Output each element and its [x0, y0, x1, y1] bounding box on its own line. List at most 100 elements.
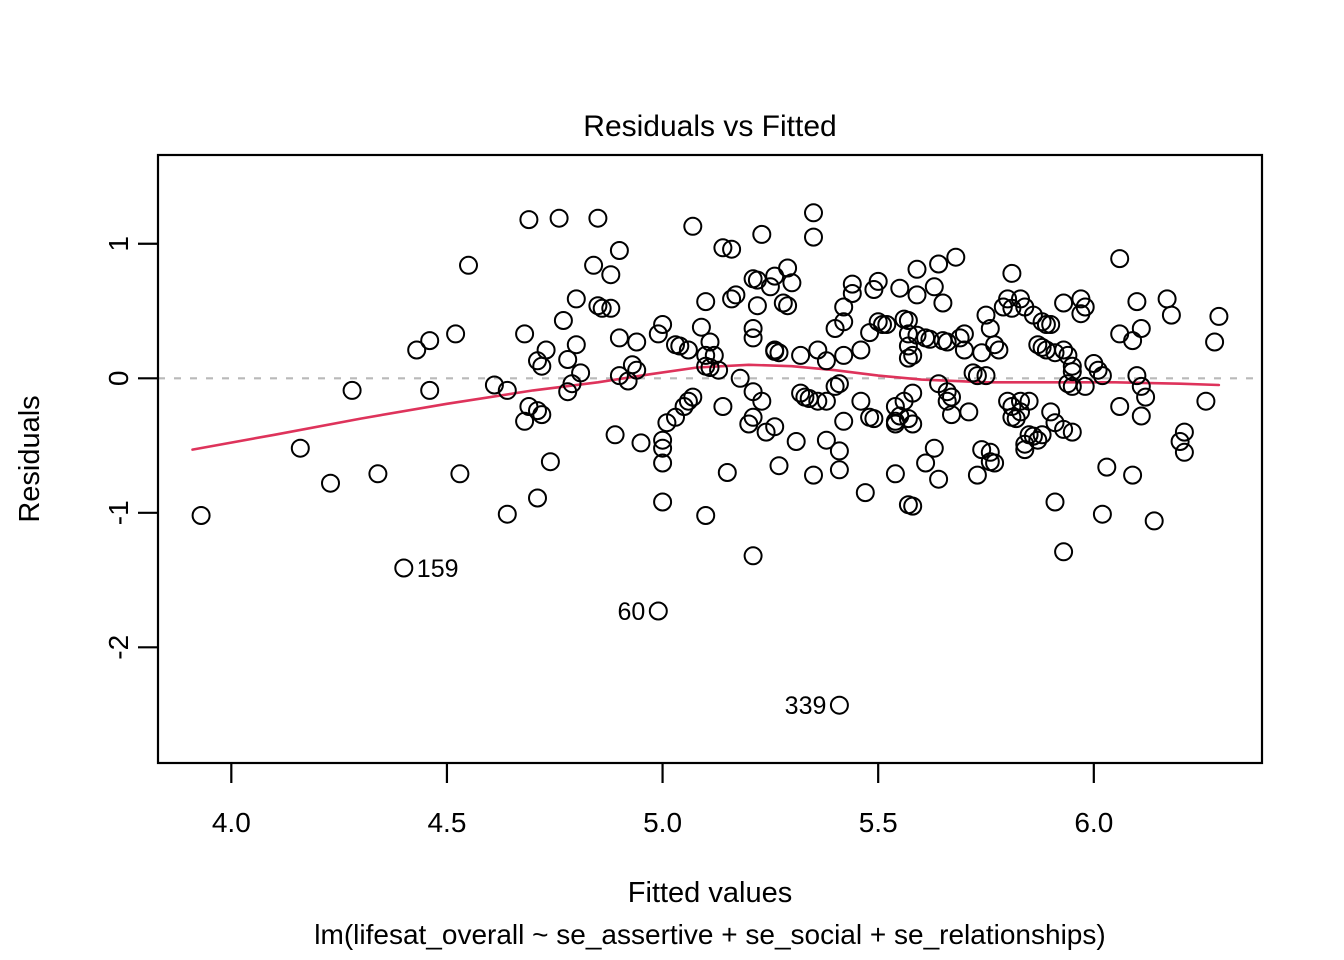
outlier-label: 159	[417, 555, 459, 583]
data-point	[752, 224, 772, 244]
data-point	[1092, 504, 1112, 524]
y-axis-title: Residuals	[14, 395, 46, 523]
data-point	[1131, 319, 1151, 338]
data-point	[786, 432, 806, 451]
data-point	[528, 351, 547, 371]
data-point	[752, 391, 772, 411]
data-point	[584, 255, 604, 275]
data-point	[834, 312, 854, 332]
data-point	[1131, 376, 1151, 396]
data-point	[756, 422, 776, 442]
data-point	[1023, 426, 1043, 446]
data-point	[1054, 419, 1074, 439]
data-point	[743, 328, 763, 348]
data-point	[497, 504, 517, 524]
data-point	[653, 453, 673, 473]
data-point	[924, 277, 944, 297]
data-point	[1123, 465, 1143, 485]
data-point	[515, 324, 535, 344]
data-point	[808, 391, 828, 411]
data-point	[1032, 425, 1052, 445]
data-point	[778, 296, 798, 316]
data-point	[1006, 409, 1026, 429]
data-point	[834, 345, 854, 365]
data-point	[722, 239, 742, 259]
data-point	[816, 391, 836, 411]
data-point	[609, 328, 629, 348]
data-point	[1097, 457, 1117, 477]
data-point	[1157, 289, 1177, 309]
data-point	[782, 273, 802, 293]
data-point	[1054, 542, 1074, 562]
data-point	[1054, 293, 1074, 313]
data-point	[532, 405, 552, 425]
data-point	[1015, 440, 1035, 460]
data-point	[653, 315, 673, 334]
data-point	[898, 311, 918, 330]
data-point	[898, 348, 918, 368]
data-point	[540, 452, 560, 472]
data-point	[1131, 406, 1151, 426]
data-point	[937, 382, 957, 402]
data-point	[946, 247, 966, 267]
data-point	[713, 238, 733, 258]
data-point	[942, 387, 961, 407]
data-point	[954, 324, 974, 344]
data-point	[1054, 340, 1074, 360]
data-point	[769, 456, 789, 476]
y-tick-label: 0	[103, 371, 134, 387]
data-point	[760, 277, 780, 297]
data-point	[368, 464, 388, 484]
data-point	[657, 413, 677, 433]
data-point	[993, 297, 1013, 317]
outlier-label: 60	[617, 598, 645, 626]
data-point	[1110, 324, 1130, 344]
y-tick-label: -1	[103, 500, 134, 525]
data-point	[1071, 304, 1091, 324]
data-point	[1019, 391, 1039, 411]
data-point	[903, 414, 923, 434]
data-point	[1011, 391, 1030, 411]
data-point	[903, 496, 923, 516]
data-point	[484, 375, 504, 395]
data-point	[1062, 356, 1082, 376]
data-point	[519, 210, 539, 230]
data-point	[670, 336, 690, 356]
data-point	[700, 358, 720, 377]
data-point	[588, 208, 608, 228]
data-point	[804, 465, 823, 485]
data-point	[631, 433, 651, 453]
smoother-line	[191, 363, 1221, 451]
data-point	[937, 391, 957, 411]
model-call-label: lm(lifesat_overall ~ se_assertive + se_s…	[314, 919, 1106, 950]
data-point	[1174, 422, 1194, 442]
data-point	[1110, 397, 1130, 416]
data-point	[950, 328, 970, 348]
data-point	[713, 397, 733, 416]
data-point	[791, 345, 811, 365]
data-point	[420, 380, 440, 400]
y-tick-label: -2	[103, 635, 134, 660]
data-point	[627, 332, 647, 352]
data-point	[890, 278, 910, 298]
data-point	[601, 298, 621, 318]
data-point	[1032, 337, 1052, 357]
data-point	[804, 227, 823, 247]
data-point	[743, 546, 763, 566]
data-point	[898, 324, 918, 344]
data-point	[420, 331, 440, 351]
data-point	[976, 366, 996, 386]
data-point	[609, 366, 629, 386]
data-point	[648, 324, 668, 344]
data-point	[558, 382, 578, 402]
data-point	[321, 473, 340, 493]
data-point	[929, 254, 949, 274]
x-tick-label: 6.0	[1074, 807, 1113, 838]
data-point	[528, 488, 547, 508]
data-point	[842, 284, 862, 303]
outlier-point	[829, 695, 849, 715]
data-point	[653, 438, 673, 458]
data-point	[985, 335, 1005, 355]
data-point	[678, 391, 698, 411]
